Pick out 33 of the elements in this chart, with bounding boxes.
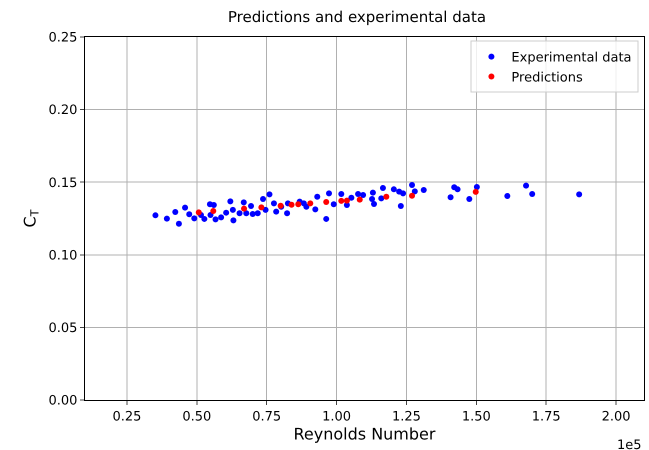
y-tick-label: 0.20 [48,103,78,118]
point [288,202,295,208]
y-tick-label: 0.10 [48,248,78,264]
legend-label: Experimental data [511,50,632,66]
point [196,209,202,216]
point [210,208,216,214]
x-tick-label: 0.50 [182,410,212,425]
x-tick-label: 0.75 [252,410,282,425]
y-tick-label: 0.25 [48,30,78,46]
x-tick-label: 1.25 [392,410,421,425]
point [338,198,344,204]
x-tick-label: 1.00 [322,410,352,425]
y-tick-label: 0.05 [48,320,78,336]
x-tick-label: 1.50 [462,410,491,425]
point [241,206,248,212]
y-tick-label: 0.00 [48,394,78,409]
x-axis-title: Reynolds Number [294,424,436,444]
text: 1e5 [617,438,642,450]
point [258,204,264,210]
point [472,188,479,195]
x-tick-label: 1.75 [532,410,561,425]
point [307,200,314,206]
point [356,196,363,203]
point [409,192,416,199]
y-tick-label: 0.15 [48,176,78,191]
x-tick-label: 0.25 [112,410,142,425]
point [323,198,330,205]
chart-title: Predictions and experimental data [228,8,486,26]
legend-label: Predictions [511,70,583,86]
x-tick-label: 2.00 [602,410,631,425]
point [344,198,350,204]
point [295,201,302,208]
point [383,194,390,200]
